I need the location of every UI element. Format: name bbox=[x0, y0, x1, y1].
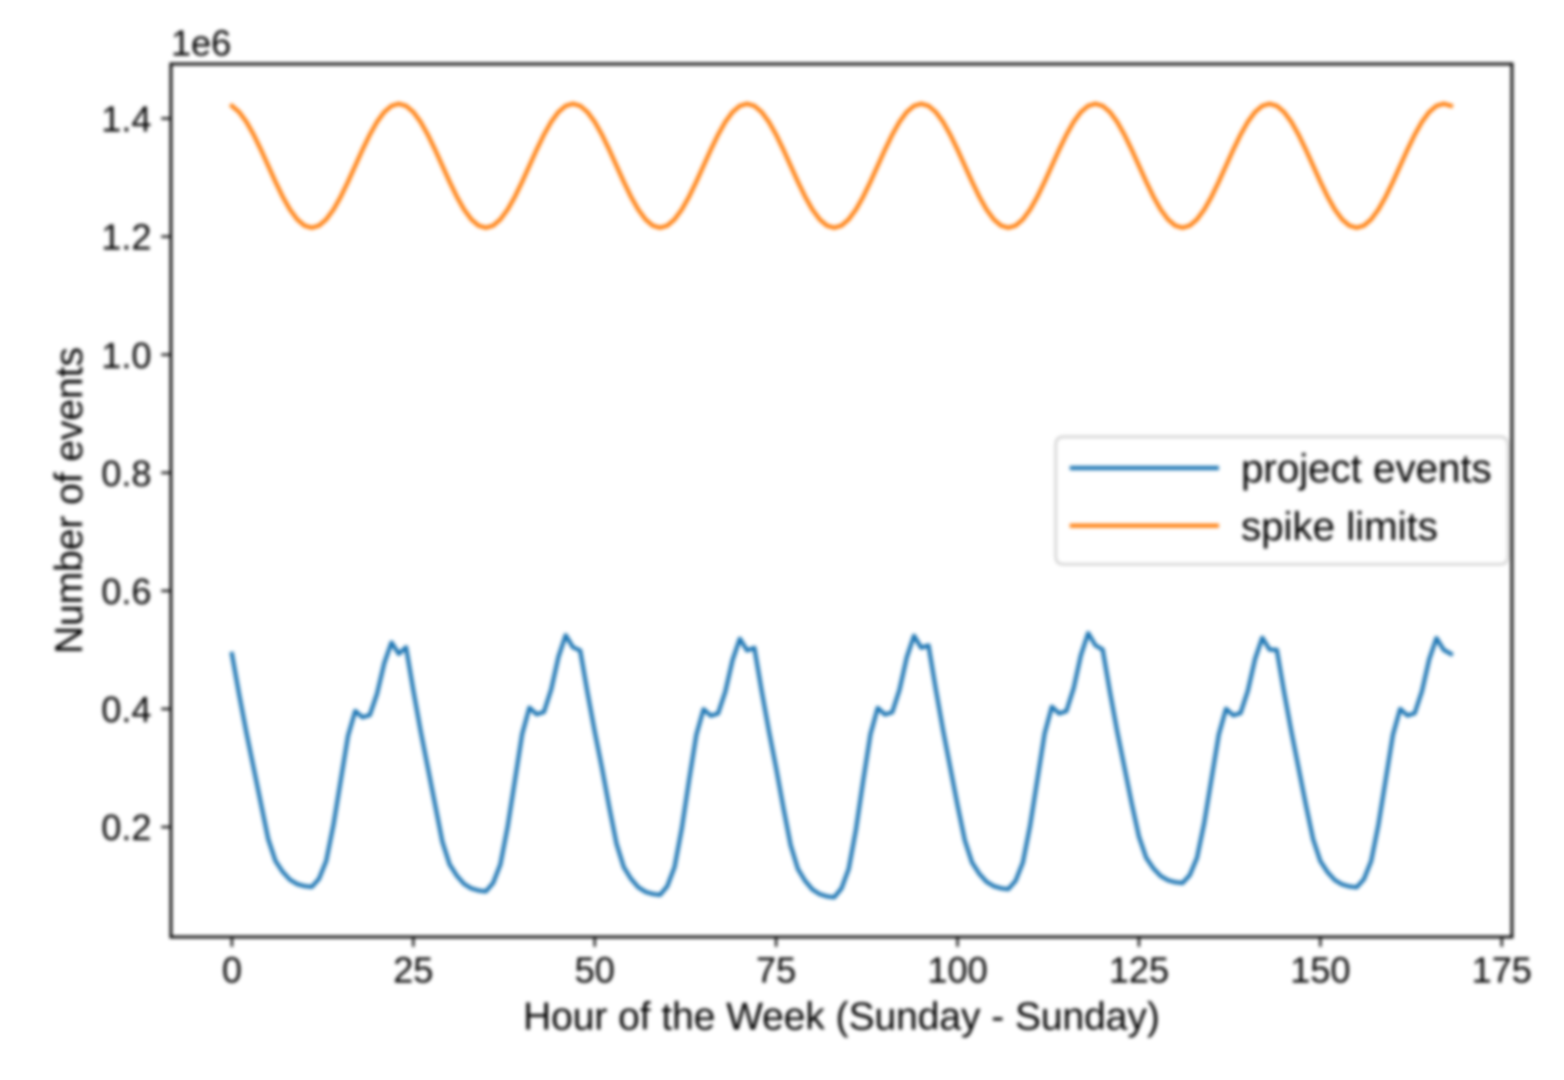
svg-text:0.8: 0.8 bbox=[101, 453, 151, 494]
svg-text:100: 100 bbox=[927, 950, 987, 991]
svg-text:150: 150 bbox=[1290, 950, 1350, 991]
svg-text:75: 75 bbox=[756, 950, 796, 991]
svg-text:175: 175 bbox=[1472, 950, 1532, 991]
svg-text:0.4: 0.4 bbox=[101, 689, 151, 730]
svg-text:125: 125 bbox=[1109, 950, 1169, 991]
svg-text:1.4: 1.4 bbox=[101, 99, 151, 140]
svg-text:Number of events: Number of events bbox=[48, 347, 91, 654]
svg-text:project events: project events bbox=[1241, 446, 1492, 491]
svg-text:1.0: 1.0 bbox=[101, 335, 151, 376]
svg-text:0.2: 0.2 bbox=[101, 807, 151, 848]
svg-text:spike limits: spike limits bbox=[1241, 504, 1438, 549]
svg-text:0.6: 0.6 bbox=[101, 571, 151, 612]
svg-text:0: 0 bbox=[222, 950, 242, 991]
svg-text:1e6: 1e6 bbox=[171, 23, 231, 64]
svg-text:Hour of the Week (Sunday - Sun: Hour of the Week (Sunday - Sunday) bbox=[523, 995, 1160, 1038]
svg-text:50: 50 bbox=[575, 950, 615, 991]
svg-text:25: 25 bbox=[393, 950, 433, 991]
svg-text:1.2: 1.2 bbox=[101, 217, 151, 258]
